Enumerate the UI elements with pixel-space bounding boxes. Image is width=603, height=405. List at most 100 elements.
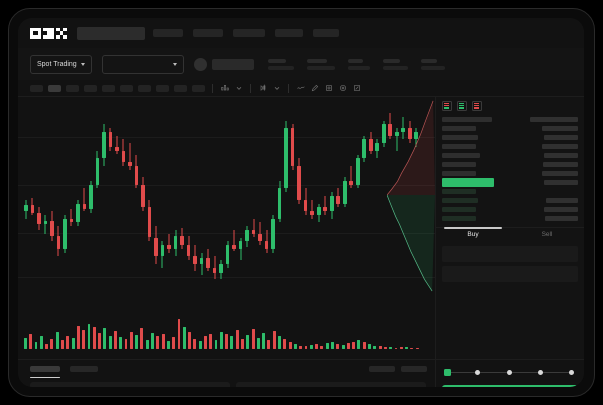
coin-icon	[193, 57, 207, 71]
magnet-icon[interactable]	[324, 84, 333, 93]
timeframe-button-10[interactable]	[192, 84, 205, 92]
bottom-section	[18, 359, 584, 387]
candle	[82, 97, 87, 293]
order-book-rows[interactable]	[436, 114, 584, 223]
volume-bar	[29, 334, 33, 349]
orderbook-both-icon[interactable]	[442, 101, 452, 111]
candle	[245, 97, 249, 293]
stat-value	[306, 65, 335, 70]
submit-order-button[interactable]	[442, 385, 578, 387]
order-book-row[interactable]	[442, 169, 578, 178]
timeframe-button-2[interactable]	[48, 84, 61, 92]
chevron-down-icon	[172, 62, 177, 66]
nav-item-1[interactable]	[153, 29, 183, 37]
order-book-row[interactable]	[442, 205, 578, 214]
tab-sell[interactable]: Sell	[541, 231, 553, 238]
order-price-input[interactable]	[442, 246, 578, 262]
timeframe-button-5[interactable]	[102, 84, 115, 92]
volume-bar	[87, 323, 91, 349]
order-book-row[interactable]	[442, 214, 578, 223]
slider-step-2[interactable]	[475, 369, 481, 375]
timeframe-button-8[interactable]	[156, 84, 169, 92]
trading-mode-selector[interactable]: Spot Trading	[30, 54, 92, 74]
nav-item-2[interactable]	[193, 29, 223, 37]
timeframe-button-7[interactable]	[138, 84, 151, 92]
settings-icon[interactable]	[338, 84, 347, 93]
order-book-row[interactable]	[442, 178, 578, 187]
order-book-row[interactable]	[442, 196, 578, 205]
pair-selector[interactable]	[101, 54, 184, 74]
order-book-price	[442, 126, 476, 131]
candle	[193, 97, 197, 293]
order-book-row[interactable]	[442, 187, 578, 196]
volume-bar	[219, 331, 223, 349]
timeframe-button-3[interactable]	[66, 84, 79, 92]
chevron-down-icon[interactable]	[234, 84, 243, 93]
order-book-row[interactable]	[442, 124, 578, 133]
nav-item-3[interactable]	[233, 29, 265, 37]
pencil-icon[interactable]	[310, 84, 319, 93]
order-book-row[interactable]	[442, 151, 578, 160]
volume-bar	[177, 319, 181, 349]
volume-bar	[389, 347, 393, 349]
order-book-amount	[530, 117, 578, 122]
stat-label	[306, 58, 327, 63]
candle	[388, 97, 393, 293]
order-book-row[interactable]	[442, 133, 578, 142]
timeframe-button-9[interactable]	[174, 84, 187, 92]
slider-step-5[interactable]	[569, 369, 574, 375]
slider-step-3[interactable]	[506, 369, 512, 375]
order-amount-input[interactable]	[442, 266, 578, 282]
candle	[336, 97, 341, 293]
orderbook-sell-icon[interactable]	[472, 101, 482, 111]
order-book-row[interactable]	[442, 160, 578, 169]
orderbook-buy-icon[interactable]	[457, 101, 467, 111]
chevron-down-icon[interactable]	[272, 84, 281, 93]
order-book-price	[442, 144, 476, 149]
slider-handle[interactable]	[444, 368, 451, 376]
timeframe-button-1[interactable]	[30, 84, 43, 92]
volume-bar	[288, 342, 292, 349]
fullscreen-icon[interactable]	[352, 84, 361, 93]
indicators-icon[interactable]	[220, 84, 229, 93]
candle	[225, 97, 230, 293]
timeframe-button-6[interactable]	[120, 84, 133, 92]
stat-24h-low	[382, 58, 408, 70]
gridline	[18, 185, 435, 186]
order-book-row[interactable]	[442, 115, 578, 124]
stat-24h-volume	[420, 58, 445, 70]
line-tool-icon[interactable]	[296, 84, 305, 93]
volume-bar	[325, 343, 329, 349]
volume-bar	[145, 339, 149, 349]
amount-slider[interactable]	[444, 368, 574, 378]
current-pair[interactable]	[193, 57, 254, 71]
orders-action-1[interactable]	[369, 366, 395, 372]
chevron-down-icon	[80, 62, 85, 66]
candle	[303, 97, 308, 293]
candle	[173, 97, 178, 293]
okx-logo[interactable]	[30, 27, 67, 39]
logo-letter-k	[43, 27, 54, 39]
candle	[368, 97, 373, 293]
nav-item-4[interactable]	[275, 29, 303, 37]
timeframe-button-4[interactable]	[84, 84, 97, 92]
candlestick-chart[interactable]	[18, 97, 435, 293]
candle	[50, 97, 54, 293]
volume-bar	[209, 333, 213, 349]
order-book-row[interactable]	[442, 142, 578, 151]
nav-item-5[interactable]	[313, 29, 339, 37]
orders-tab-1[interactable]	[30, 366, 60, 378]
stat-last-price	[267, 58, 294, 70]
volume-bar	[45, 344, 49, 349]
tab-buy[interactable]: Buy	[436, 227, 510, 241]
orders-tab-2[interactable]	[70, 366, 98, 372]
slider-step-4[interactable]	[537, 369, 543, 375]
chart-type-icon[interactable]	[258, 84, 267, 93]
chart-area[interactable]	[18, 97, 435, 359]
orders-action-2[interactable]	[401, 366, 427, 372]
volume-bar	[256, 337, 260, 349]
search-input[interactable]	[77, 26, 145, 40]
candle	[180, 97, 184, 293]
order-book-price	[442, 153, 480, 158]
